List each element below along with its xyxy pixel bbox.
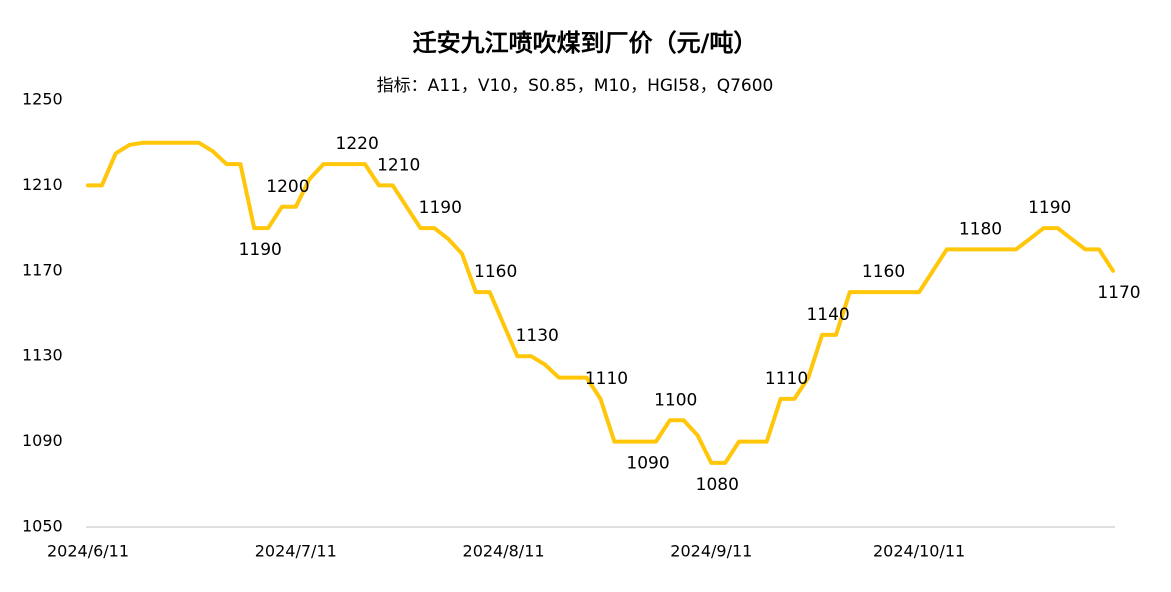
data-label: 1190 bbox=[1028, 198, 1071, 218]
x-tick-label: 2024/6/11 bbox=[47, 542, 129, 561]
x-tick-label: 2024/9/11 bbox=[670, 542, 752, 561]
y-tick-label: 1050 bbox=[22, 517, 63, 536]
x-tick-label: 2024/8/11 bbox=[463, 542, 545, 561]
data-label: 1190 bbox=[419, 198, 462, 218]
y-tick-label: 1130 bbox=[22, 346, 63, 365]
y-tick-label: 1210 bbox=[22, 175, 63, 194]
chart-subtitle: 指标：A11，V10，S0.85，M10，HGI58，Q7600 bbox=[377, 76, 774, 96]
data-label: 1110 bbox=[585, 369, 628, 389]
line bbox=[86, 140, 1115, 465]
data-label: 1100 bbox=[654, 390, 697, 410]
data-label: 1210 bbox=[377, 155, 420, 175]
data-label: 1160 bbox=[474, 262, 517, 282]
data-label: 1110 bbox=[765, 369, 808, 389]
data-label: 1130 bbox=[516, 326, 559, 346]
data-label: 1140 bbox=[806, 305, 849, 325]
y-tick-label: 1170 bbox=[22, 260, 63, 279]
data-label: 1090 bbox=[626, 454, 669, 474]
data-label: 1080 bbox=[696, 475, 739, 495]
y-tick-label: 1090 bbox=[22, 431, 63, 450]
data-label: 1190 bbox=[239, 240, 282, 260]
x-tick-label: 2024/7/11 bbox=[255, 542, 337, 561]
chart-title: 迁安九江喷吹煤到厂价（元/吨） bbox=[413, 29, 758, 57]
y-tick-label: 1250 bbox=[22, 90, 63, 109]
x-tick-label: 2024/10/11 bbox=[873, 542, 965, 561]
data-label: 1160 bbox=[862, 262, 905, 282]
data-label: 1220 bbox=[336, 134, 379, 154]
data-label: 1180 bbox=[959, 219, 1002, 239]
data-label: 1170 bbox=[1097, 283, 1140, 303]
data-label: 1200 bbox=[266, 177, 309, 197]
